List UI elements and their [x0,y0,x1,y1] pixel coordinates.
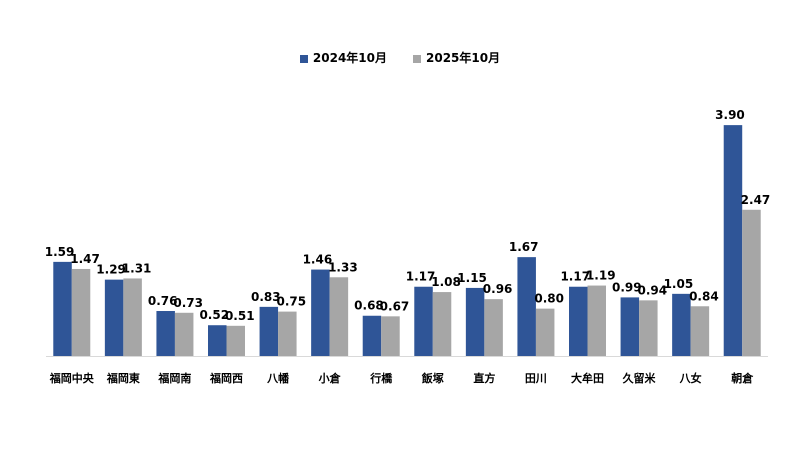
legend-swatch-2025 [413,54,421,63]
legend-label-2025: 2025年10月 [426,51,501,65]
x-tick-label: 大牟田 [571,371,604,385]
data-label: 0.52 [199,308,229,322]
bar-2024 [362,315,382,356]
bar-2024 [620,297,640,356]
legend-swatch-2024 [299,54,308,63]
data-label: 0.67 [380,299,410,313]
x-tick-label: 朝倉 [731,371,754,385]
data-label: 1.31 [122,261,152,275]
bar-2025 [484,299,503,356]
data-label: 0.51 [225,309,255,323]
bar-2025 [535,308,555,356]
data-label: 1.05 [664,277,694,291]
data-label: 0.99 [612,280,642,294]
bar-2025 [226,325,245,356]
data-label: 2.47 [741,193,771,207]
data-label: 0.84 [689,289,719,303]
bar-2025 [432,292,452,356]
x-tick-label: 福岡東 [106,371,141,385]
bar-2025 [123,278,142,356]
legend-item-2025: 2025年10月 [413,49,500,66]
chart-legend: 2024年10月 2025年10月 [0,49,800,66]
data-label: 0.83 [251,290,281,304]
x-tick-label: 直方 [473,371,495,385]
bar-2025 [639,300,658,356]
bar-2024 [156,311,175,356]
x-tick-label: 八女 [679,371,702,385]
bar-2025 [587,285,606,356]
data-label: 0.73 [173,296,203,310]
bar-2024 [723,125,743,357]
bar-2025 [690,306,710,356]
x-tick-label: 久留米 [623,371,657,385]
bar-2024 [311,269,330,356]
data-label: 1.47 [70,252,100,266]
data-label: 1.17 [560,270,590,284]
bar-2024 [465,287,485,356]
bar-2024 [414,286,433,356]
data-label: 3.90 [715,108,745,122]
x-tick-label: 小倉 [318,371,342,385]
bar-2024 [569,286,588,356]
data-label: 1.59 [45,245,75,259]
bar-2025 [71,268,91,356]
data-label: 1.33 [328,260,358,274]
bar-2024 [259,306,279,356]
data-label: 0.80 [534,292,564,306]
bar-2025 [381,316,400,356]
bar-2024 [517,257,536,356]
data-label: 0.76 [148,294,178,308]
x-tick-label: 行橋 [369,371,393,385]
data-label: 1.29 [96,263,126,277]
bar-2025 [174,312,194,356]
bar-2025 [329,277,349,356]
data-label: 0.68 [354,299,384,313]
bar-2024 [672,293,691,356]
x-tick-label: 田川 [525,372,547,385]
data-label: 0.96 [483,282,513,296]
legend-label-2024: 2024年10月 [312,51,387,65]
data-label: 0.75 [277,295,307,309]
bar-2025 [278,311,297,356]
legend-item-2024: 2024年10月 [299,49,387,66]
x-tick-label: 福岡中央 [49,371,95,385]
data-label: 1.67 [509,240,539,254]
data-label: 1.17 [406,270,436,284]
x-tick-label: 福岡西 [209,371,243,385]
data-label: 1.08 [431,275,461,289]
x-tick-label: 福岡南 [157,371,191,385]
bar-2024 [208,325,227,356]
data-label: 0.94 [638,283,668,297]
bar-2024 [104,279,124,356]
bar-2025 [742,209,761,356]
bar-2024 [53,261,72,356]
x-tick-label: 飯塚 [421,371,444,385]
x-tick-label: 八幡 [266,371,290,385]
data-label: 1.19 [586,269,616,283]
data-label: 1.46 [303,253,333,267]
data-label: 1.15 [457,271,487,285]
